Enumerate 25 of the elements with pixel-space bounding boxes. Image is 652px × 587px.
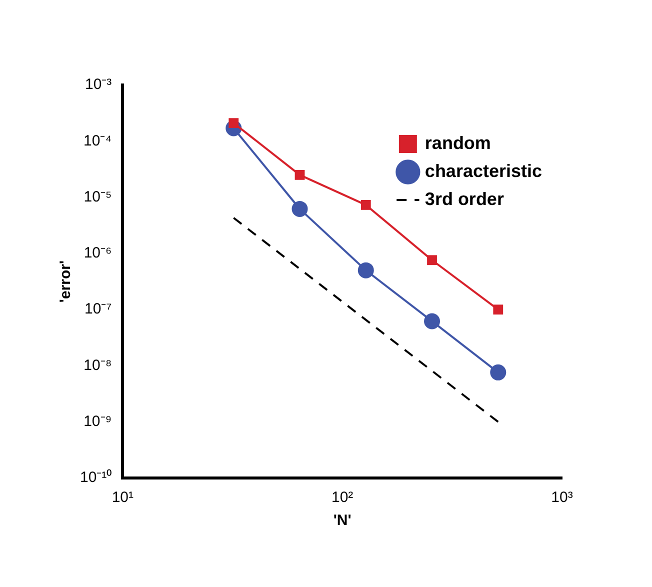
x-tick-label: 10² (331, 489, 354, 506)
x-axis-title: 'N' (333, 512, 352, 530)
legend-label: random (424, 132, 491, 153)
y-tick-label: 10⁻⁹ (84, 413, 112, 430)
y-tick-label: 10⁻⁵ (84, 188, 112, 206)
point (358, 262, 374, 278)
y-tick-label: 10⁻⁷ (84, 300, 112, 318)
point (292, 200, 308, 217)
y-tick-label: 10⁻⁶ (84, 244, 112, 262)
legend-label: characteristic (424, 160, 542, 181)
x-tick-label: 10¹ (112, 489, 134, 506)
y-tick-label: 10⁻³ (84, 76, 112, 94)
y-axis-title: 'error' (57, 260, 74, 303)
point (424, 313, 440, 330)
y-tick-label: 10⁻⁴ (84, 132, 112, 150)
point (360, 200, 371, 210)
y-tick-label: 10⁻¹⁰ (80, 469, 112, 486)
point (228, 118, 239, 128)
point (490, 364, 506, 380)
y-tick-label: 10⁻⁸ (84, 356, 112, 374)
point (427, 255, 437, 266)
x-tick-label: 10³ (551, 489, 573, 506)
point (493, 304, 504, 315)
legend-label: 3rd order (424, 188, 504, 209)
point (294, 170, 305, 180)
